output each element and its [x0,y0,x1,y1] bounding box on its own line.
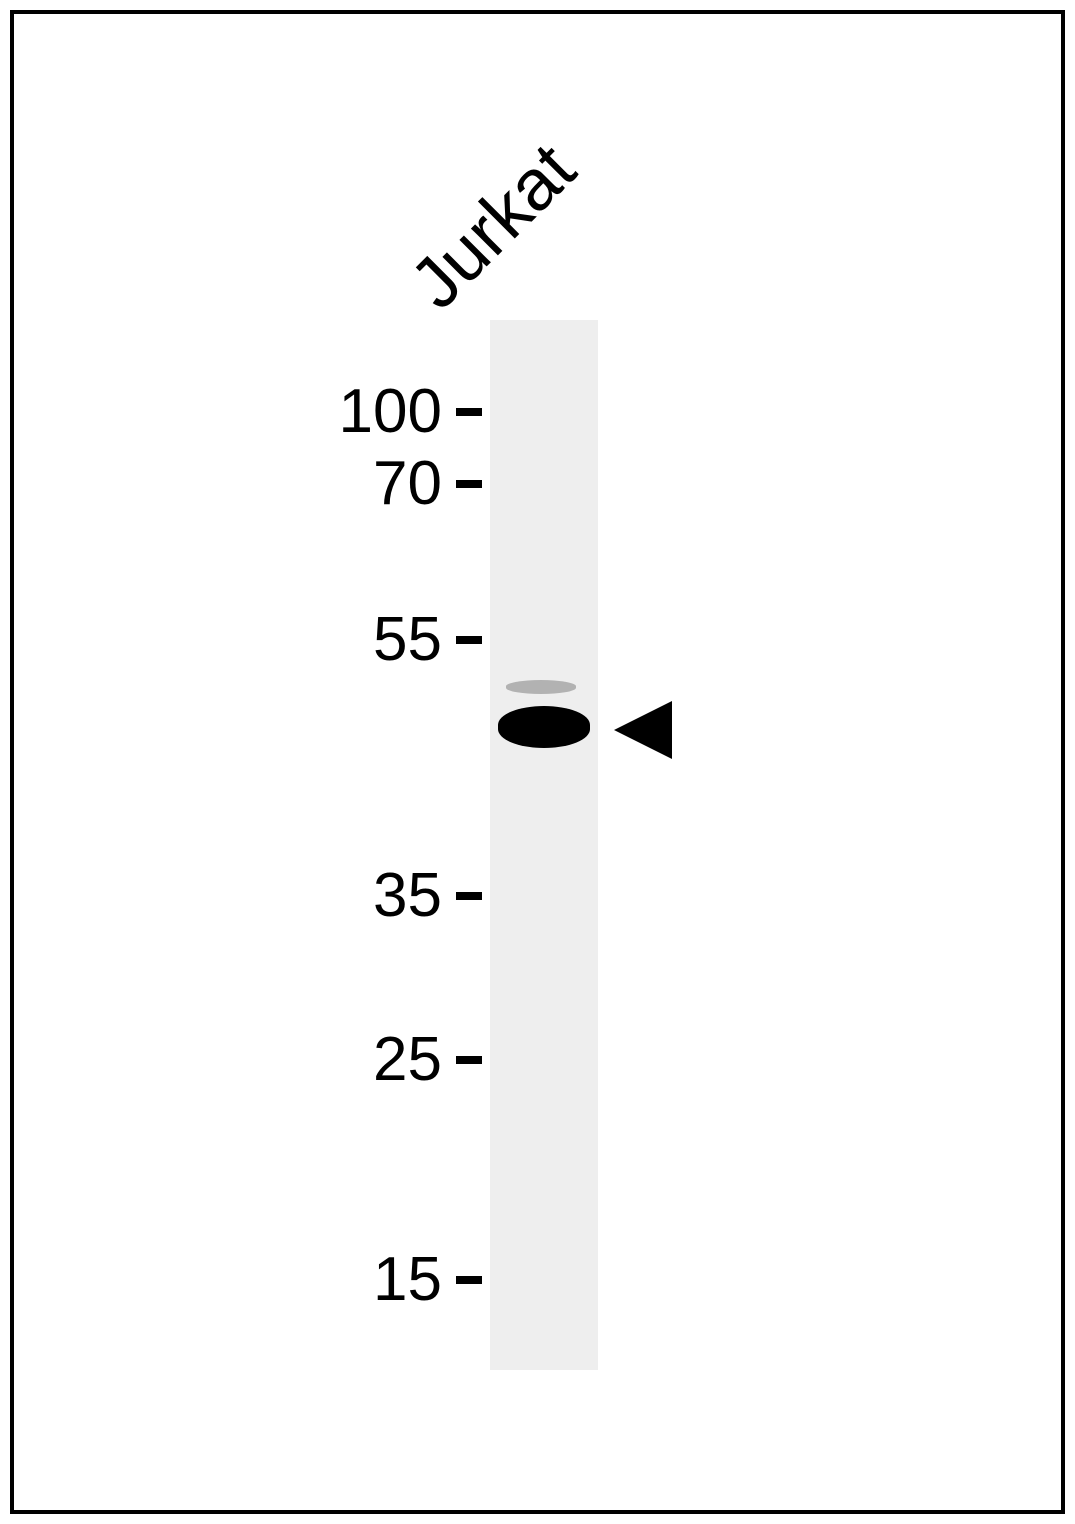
protein-band-faint [506,680,576,694]
mw-label-55: 55 [242,609,442,671]
western-blot-figure: Jurkat 1007055352515 [0,0,1075,1524]
mw-label-70: 70 [242,453,442,515]
mw-label-35: 35 [242,865,442,927]
mw-label-100: 100 [242,381,442,443]
mw-tick-15 [456,1276,482,1284]
mw-label-15: 15 [242,1249,442,1311]
band-indicator-arrow-icon [614,701,672,759]
mw-tick-70 [456,480,482,488]
mw-tick-100 [456,408,482,416]
mw-tick-25 [456,1056,482,1064]
mw-tick-35 [456,892,482,900]
protein-band-main [498,706,590,748]
gel-lane [490,320,598,1370]
mw-label-25: 25 [242,1029,442,1091]
mw-tick-55 [456,636,482,644]
